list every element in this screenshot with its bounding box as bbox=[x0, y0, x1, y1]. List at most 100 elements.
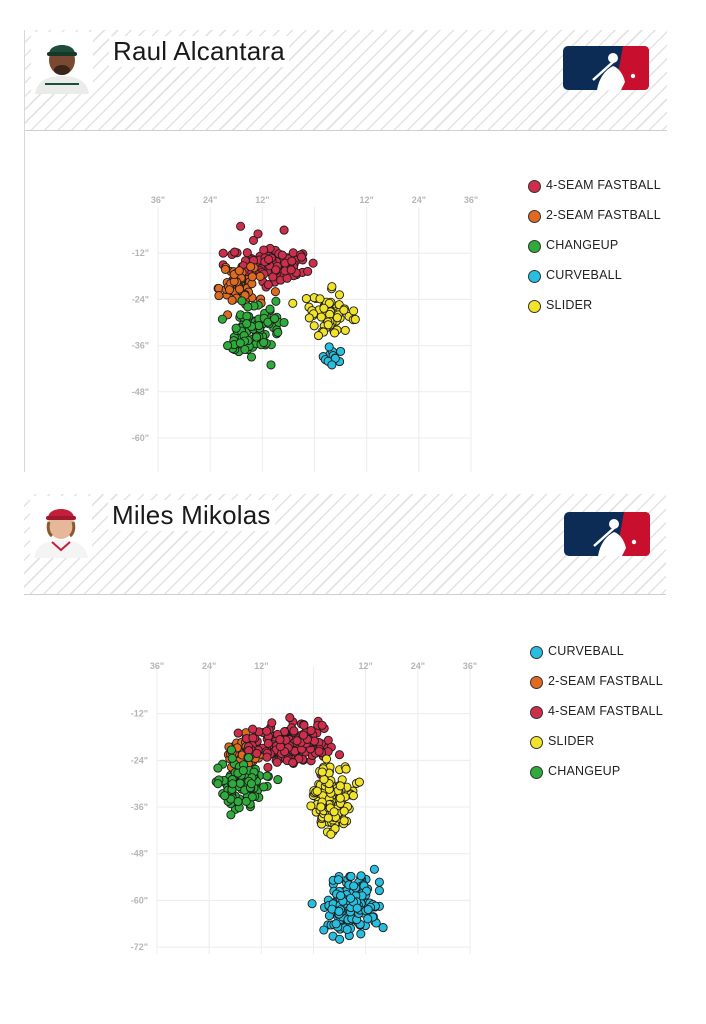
legend-label: CURVEBALL bbox=[548, 644, 624, 658]
pitch-point bbox=[259, 782, 269, 792]
legend-label: 4-SEAM FASTBALL bbox=[548, 704, 663, 718]
pitch-point bbox=[316, 802, 326, 812]
pitch-point bbox=[270, 314, 280, 324]
pitch-point bbox=[271, 296, 281, 306]
pitch-point bbox=[334, 290, 345, 300]
pitch-point bbox=[224, 285, 235, 295]
pitch-point bbox=[242, 319, 252, 329]
pitch-point bbox=[327, 282, 337, 292]
pitch-point bbox=[296, 252, 307, 262]
y-tick-label: -48" bbox=[132, 387, 149, 397]
pitch-point bbox=[267, 718, 277, 728]
pitch-point bbox=[246, 262, 256, 272]
pitch-point bbox=[339, 806, 349, 816]
pitch-point bbox=[327, 360, 337, 370]
y-tick-label: -24" bbox=[132, 294, 149, 304]
series-2-seam-fastball bbox=[213, 262, 280, 320]
pitch-point bbox=[247, 792, 257, 802]
pitch-point bbox=[220, 791, 230, 801]
pitch-point bbox=[231, 323, 241, 333]
pitch-point bbox=[264, 254, 274, 264]
pitch-point bbox=[241, 796, 251, 806]
pitch-point bbox=[374, 886, 384, 896]
pitch-point bbox=[275, 735, 285, 745]
legend-label: CHANGEUP bbox=[548, 764, 621, 778]
series-curveball bbox=[307, 864, 388, 944]
pitch-point bbox=[339, 816, 349, 826]
legend-swatch bbox=[530, 766, 543, 779]
pitch-point bbox=[265, 304, 275, 314]
series-curveball bbox=[318, 342, 346, 370]
pitch-point bbox=[301, 294, 311, 304]
pitch-point bbox=[307, 899, 317, 909]
legend-label: 2-SEAM FASTBALL bbox=[548, 674, 663, 688]
pitch-point bbox=[306, 801, 316, 811]
pitch-point bbox=[314, 746, 324, 756]
grid bbox=[156, 667, 471, 954]
pitch-point bbox=[292, 736, 302, 746]
pitch-point bbox=[346, 893, 356, 903]
pitch-point bbox=[242, 248, 252, 258]
pitch-point bbox=[316, 312, 326, 322]
pitch-point bbox=[287, 256, 297, 266]
pitch-point bbox=[329, 807, 339, 817]
pitch-point bbox=[238, 765, 248, 776]
pitch-point bbox=[226, 745, 236, 755]
legend-label: SLIDER bbox=[546, 298, 593, 312]
pitch-point bbox=[262, 752, 272, 762]
grid bbox=[157, 207, 472, 472]
pitch-point bbox=[233, 728, 243, 738]
legend-swatch bbox=[528, 180, 541, 193]
pitch-point bbox=[340, 325, 350, 335]
x-tick-label: 36" bbox=[464, 195, 478, 205]
pitch-point bbox=[248, 235, 259, 245]
legend-swatch bbox=[530, 706, 543, 719]
player-avatar bbox=[31, 32, 93, 94]
pitch-point bbox=[253, 229, 263, 239]
pitch-point bbox=[341, 764, 351, 774]
pitch-point bbox=[236, 221, 246, 231]
pitch-point bbox=[349, 881, 359, 891]
pitch-point bbox=[213, 763, 223, 773]
pitch-point bbox=[288, 248, 298, 258]
pitch-point bbox=[270, 287, 280, 297]
pitch-point bbox=[331, 919, 341, 929]
legend-label: 4-SEAM FASTBALL bbox=[546, 178, 661, 192]
pitch-point bbox=[285, 713, 295, 723]
player-avatar bbox=[30, 496, 92, 558]
pitch-point bbox=[378, 923, 388, 933]
pitch-point bbox=[319, 774, 329, 784]
pitch-point bbox=[227, 295, 237, 305]
x-tick-label: 36" bbox=[463, 661, 477, 671]
pitch-point bbox=[234, 266, 244, 276]
pitch-point bbox=[363, 914, 373, 924]
pitch-point bbox=[223, 341, 233, 351]
pitch-point bbox=[356, 871, 366, 881]
pitch-point bbox=[315, 294, 325, 304]
pitch-point bbox=[273, 775, 283, 785]
player-name: Miles Mikolas bbox=[108, 500, 275, 531]
pitch-point bbox=[369, 864, 379, 874]
pitch-point bbox=[244, 753, 254, 763]
pitch-point bbox=[352, 903, 362, 913]
pitch-point bbox=[217, 314, 227, 324]
pitch-point bbox=[308, 258, 318, 268]
pitch-point bbox=[282, 273, 292, 283]
pitch-point bbox=[247, 272, 257, 282]
pitch-point bbox=[262, 771, 272, 781]
pitch-point bbox=[218, 248, 228, 258]
player-header: Raul Alcantara bbox=[25, 30, 667, 131]
pitch-point bbox=[259, 337, 269, 348]
pitch-point bbox=[279, 225, 289, 235]
y-tick-label: -36" bbox=[131, 802, 148, 812]
series-slider bbox=[288, 282, 360, 341]
pitch-point bbox=[214, 291, 224, 301]
pitch-point bbox=[288, 758, 298, 768]
pitch-point bbox=[230, 247, 240, 257]
pitch-point bbox=[259, 245, 269, 255]
pitch-point bbox=[336, 346, 346, 356]
legend-swatch bbox=[528, 270, 541, 283]
pitch-point bbox=[271, 265, 281, 275]
pitch-point bbox=[334, 750, 345, 760]
x-tick-label: 24" bbox=[203, 195, 217, 205]
